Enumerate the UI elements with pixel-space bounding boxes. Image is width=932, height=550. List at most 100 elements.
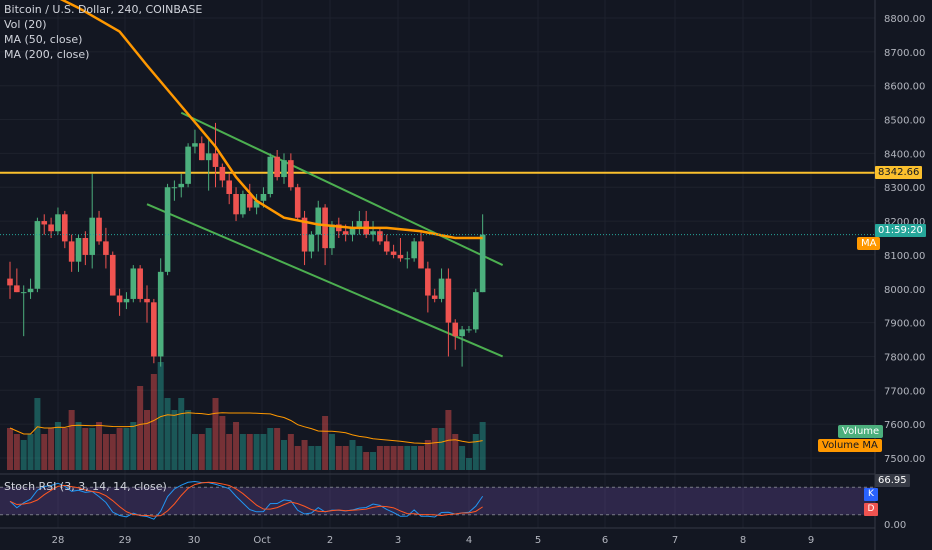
- volume-bar: [431, 428, 438, 470]
- volume-bar: [424, 440, 431, 470]
- volume-bar: [239, 434, 246, 470]
- time-tick-label: 30: [188, 535, 201, 546]
- candle-body: [479, 234, 486, 293]
- candle-body: [109, 254, 116, 296]
- volume-bar: [13, 434, 20, 470]
- price-tick-label: 7500.00: [884, 454, 925, 465]
- time-tick-label: 5: [535, 535, 541, 546]
- candle-body: [322, 207, 328, 249]
- candle-body: [349, 227, 356, 235]
- volume-bar: [41, 434, 48, 470]
- candle-body: [445, 278, 452, 323]
- candle-body: [473, 292, 479, 330]
- time-tick-label: 3: [395, 535, 401, 546]
- candle-body: [452, 322, 459, 337]
- stoch-d-line: [9, 481, 483, 517]
- volume-bar: [294, 446, 301, 470]
- volume-bar: [157, 362, 164, 470]
- volume-ma-tag: Volume MA: [818, 439, 882, 452]
- candle-body: [253, 200, 260, 208]
- candle-body: [7, 278, 13, 286]
- volume-bar: [178, 398, 185, 470]
- price-tick-label: 8500.00: [884, 116, 925, 127]
- candle-body: [20, 292, 27, 294]
- candle-body: [397, 254, 404, 259]
- price-tick-label: 8600.00: [884, 82, 925, 93]
- volume-bar: [219, 416, 226, 470]
- volume-bar: [465, 458, 472, 470]
- volume-bar: [438, 428, 445, 470]
- volume-bar: [109, 434, 116, 470]
- volume-bar: [20, 440, 27, 470]
- candle-body: [103, 241, 109, 255]
- volume-bar: [342, 446, 349, 470]
- price-tick-label: 8200.00: [884, 217, 925, 228]
- volume-bar: [349, 440, 356, 470]
- candle-body: [89, 217, 95, 255]
- candle-body: [27, 288, 34, 293]
- volume-bar: [89, 428, 96, 470]
- time-tick-label: 7: [672, 535, 678, 546]
- candle-body: [274, 156, 280, 178]
- candle-body: [342, 231, 349, 235]
- ma-tag: MA: [857, 237, 881, 250]
- legend-title: Bitcoin / U.S. Dollar, 240, COINBASE: [4, 3, 203, 16]
- candle-body: [144, 298, 150, 303]
- volume-bar: [315, 446, 322, 470]
- volume-bar: [116, 428, 123, 470]
- volume-bar: [68, 410, 75, 470]
- volume-bar: [267, 428, 274, 470]
- resistance-price-tag: 8342.66: [875, 166, 923, 179]
- candle-body: [308, 234, 315, 252]
- candle-body: [171, 187, 178, 189]
- stoch-k-line: [9, 481, 484, 520]
- channel-lower-line[interactable]: [146, 203, 504, 358]
- legend-ma50: MA (50, close): [4, 33, 83, 46]
- volume-bar: [452, 434, 459, 470]
- candle-body: [212, 153, 219, 167]
- volume-bar: [281, 440, 287, 470]
- stoch-band: [0, 487, 875, 515]
- volume-bar: [205, 428, 212, 470]
- volume-bar: [102, 434, 109, 470]
- price-tick-label: 8800.00: [884, 14, 925, 25]
- legend-vol: Vol (20): [4, 18, 47, 31]
- volume-bar: [363, 452, 370, 470]
- volume-bar: [185, 410, 192, 470]
- time-tick-label: 28: [52, 535, 65, 546]
- time-tick-label: 2: [327, 535, 333, 546]
- candle-body: [68, 241, 75, 262]
- volume-bar: [27, 434, 34, 470]
- volume-bar: [75, 422, 82, 470]
- volume-bar: [418, 446, 424, 470]
- volume-bar: [164, 398, 171, 470]
- time-tick-label: 9: [808, 535, 814, 546]
- chart-legend: Bitcoin / U.S. Dollar, 240, COINBASE Vol…: [4, 2, 202, 62]
- volume-bar: [308, 446, 315, 470]
- volume-bar: [233, 422, 240, 470]
- stoch-rsi-label: Stoch RSI (3, 3, 14, 14, close): [4, 480, 167, 493]
- candle-body: [157, 271, 164, 357]
- candle-body: [164, 187, 171, 272]
- candle-body: [233, 194, 239, 215]
- volume-bar: [130, 422, 137, 470]
- candle-body: [130, 268, 137, 299]
- volume-bar: [301, 440, 308, 470]
- candle-body: [48, 224, 54, 232]
- candle-body: [226, 180, 232, 194]
- volume-bar: [287, 434, 294, 470]
- candle-body: [370, 231, 376, 235]
- channel-upper-line[interactable]: [180, 111, 504, 266]
- time-tick-label: Oct: [253, 535, 270, 546]
- volume-bar: [411, 446, 418, 470]
- price-tick-label: 7800.00: [884, 352, 925, 363]
- candle-body: [267, 156, 274, 194]
- candle-body: [55, 214, 61, 232]
- volume-bar: [472, 434, 479, 470]
- candle-body: [294, 187, 301, 218]
- candle-body: [377, 231, 383, 242]
- volume-bar: [404, 446, 411, 470]
- candle-body: [404, 258, 411, 260]
- candle-body: [41, 221, 48, 225]
